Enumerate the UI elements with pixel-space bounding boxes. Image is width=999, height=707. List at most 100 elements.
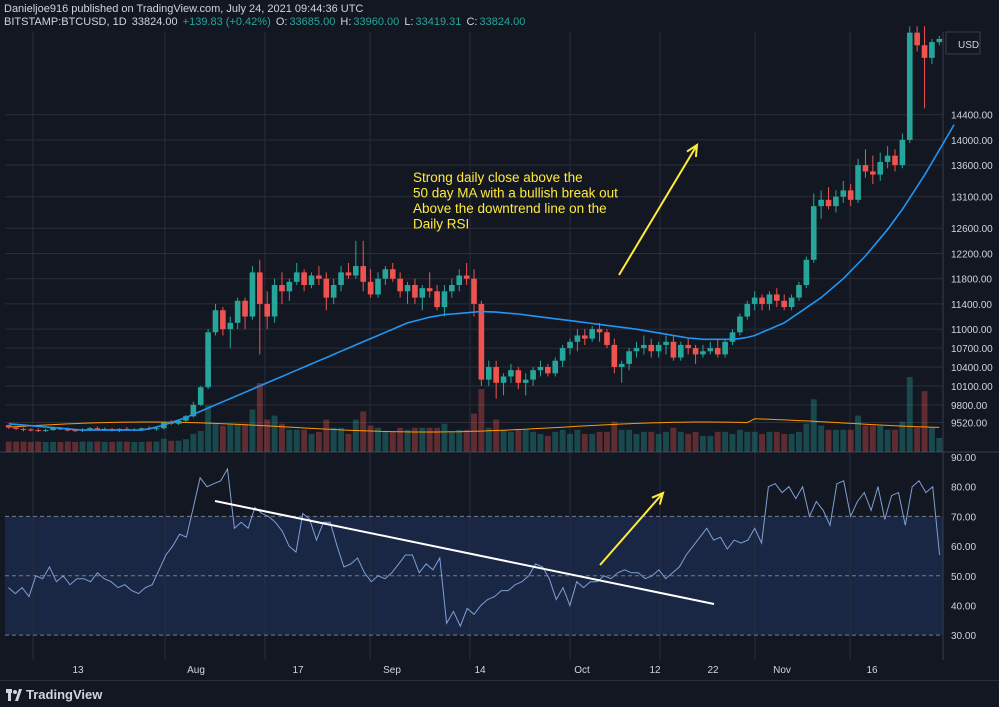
candle: [28, 428, 34, 432]
candle: [220, 307, 226, 336]
volume-bar: [375, 427, 381, 452]
candle-body: [700, 351, 706, 355]
candle-body: [72, 430, 78, 432]
candle-body: [64, 429, 71, 431]
volume-bar: [456, 429, 463, 452]
publish-line: Danieljoe916 published on TradingView.co…: [4, 3, 364, 15]
time-tick-label: 16: [866, 665, 878, 676]
candle-body: [456, 275, 463, 285]
volume-bar: [219, 425, 226, 452]
candle: [382, 266, 389, 285]
candle-body: [685, 344, 691, 349]
candle: [766, 291, 773, 311]
candle: [35, 428, 42, 432]
candle: [449, 278, 455, 298]
candle-body: [449, 284, 455, 292]
volume-bar: [832, 429, 839, 452]
candle-body: [655, 344, 662, 352]
candle-body: [744, 303, 751, 317]
candle-body: [382, 269, 389, 279]
candle-body: [286, 281, 293, 292]
candle-body: [293, 272, 300, 282]
volume-bar: [559, 429, 566, 452]
volume-bar: [899, 421, 906, 452]
volume-bar: [57, 441, 64, 452]
candle-body: [707, 348, 714, 352]
volume-bar: [27, 441, 34, 452]
symbol-info: BITSTAMP:BTCUSD, 1D 33824.00 +139.83 (+0…: [4, 16, 527, 29]
candle: [589, 326, 595, 342]
candle-body: [626, 351, 632, 364]
volume-bar: [603, 431, 610, 452]
volume-bar: [803, 423, 810, 452]
candle-body: [471, 278, 477, 304]
last-price: 33824.00: [131, 16, 178, 28]
candle-body: [537, 367, 544, 371]
candle-body: [249, 272, 256, 317]
price-change: +139.83 (+0.42%): [182, 16, 271, 28]
candle: [508, 363, 514, 383]
candle-body: [884, 155, 891, 162]
volume-bar: [426, 427, 433, 452]
price-tick-label: 9800.00: [951, 401, 988, 412]
tradingview-logo[interactable]: TradingView: [6, 687, 102, 702]
volume-bar: [781, 433, 788, 452]
price-tick-label: 11000.00: [951, 325, 992, 336]
tradingview-logo-icon: [6, 688, 22, 701]
candle-body: [153, 428, 160, 430]
volume-bar: [123, 441, 130, 452]
volume-bar: [692, 431, 699, 452]
candle-body: [818, 199, 824, 207]
volume-bar: [146, 441, 152, 452]
volume-bar: [345, 433, 352, 452]
volume-bar: [160, 438, 167, 452]
volume-bar: [205, 405, 212, 452]
candle-body: [559, 348, 566, 361]
volume-bar: [855, 415, 862, 452]
candle: [722, 338, 728, 358]
candle: [855, 158, 861, 203]
candle: [574, 329, 581, 352]
price-tick-label: 14000.00: [951, 136, 993, 147]
volume-bar: [308, 433, 315, 452]
candle: [20, 427, 27, 432]
volume-bar: [759, 433, 766, 452]
candle: [515, 367, 522, 390]
candle: [833, 190, 839, 213]
annotation-text-line: Daily RSI: [413, 217, 469, 232]
candle-body: [94, 428, 101, 430]
candle: [906, 26, 913, 144]
volume-bar: [611, 421, 618, 452]
candle-body: [729, 332, 736, 342]
candle: [567, 338, 573, 355]
volume-bar: [256, 383, 263, 452]
volume-bar: [249, 409, 256, 452]
volume-bar: [338, 427, 345, 452]
candle-body: [877, 161, 884, 175]
candle: [729, 329, 736, 345]
volume-bar: [574, 429, 581, 452]
volume-bar: [64, 441, 71, 452]
candle-body: [485, 367, 492, 380]
volume-bar: [810, 399, 817, 452]
close-label: C:: [466, 16, 478, 28]
volume-bar: [862, 425, 869, 452]
candle-body: [212, 310, 219, 333]
volume-bar: [72, 441, 79, 452]
volume-bar: [788, 433, 795, 452]
candle-body: [833, 196, 839, 207]
candle-body: [641, 344, 647, 349]
candle: [360, 240, 367, 292]
candle: [611, 338, 618, 374]
candle-body: [810, 206, 817, 260]
candle-body: [271, 284, 278, 317]
candle-body: [242, 300, 248, 317]
volume-bar: [382, 431, 389, 452]
candle: [914, 26, 920, 52]
time-tick-label: Oct: [574, 665, 590, 676]
rsi-tick-label: 90.00: [951, 453, 976, 464]
candle-body: [441, 291, 448, 308]
volume-bar: [596, 431, 603, 452]
volume-bar: [441, 423, 448, 452]
